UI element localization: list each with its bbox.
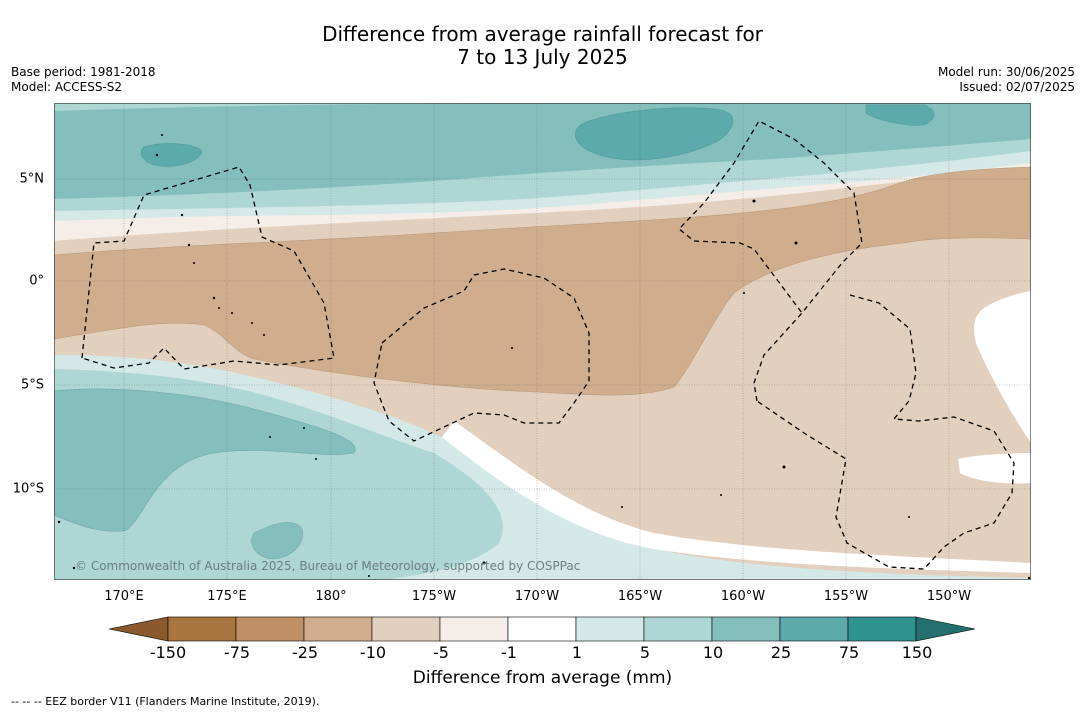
- meta-left: Base period: 1981-2018 Model: ACCESS-S2: [11, 65, 156, 95]
- cbar-swatch: [235, 616, 305, 642]
- eez-footnote: -- -- -- EEZ border V11 (Flanders Marine…: [11, 695, 320, 708]
- cbar-tick-p150: 150: [901, 643, 933, 662]
- lon-label-155w: 155°W: [823, 589, 869, 604]
- chart-title-line-1: Difference from average rainfall forecas…: [322, 22, 763, 46]
- cbar-swatch: [575, 616, 645, 642]
- cbar-swatch: [167, 616, 237, 642]
- cbar-swatch: [711, 616, 781, 642]
- cbar-tick-m5: -5: [433, 643, 449, 662]
- chart-title-line-2: 7 to 13 July 2025: [457, 45, 628, 69]
- lon-label-165w: 165°W: [617, 589, 663, 604]
- north-wet-band-strong: [54, 103, 1031, 199]
- north-wet-core-2: [865, 104, 935, 126]
- south-east-white-patch-2: [958, 453, 1031, 484]
- lon-label-160w: 160°W: [720, 589, 766, 604]
- cbar-tick-p5: 5: [639, 643, 651, 662]
- cbar-swatch: [643, 616, 713, 642]
- model-name: Model: ACCESS-S2: [11, 80, 123, 94]
- lat-label-5n: 5°N: [19, 171, 45, 187]
- map-credit: © Commonwealth of Australia 2025, Bureau…: [75, 559, 581, 573]
- cbar-tick-m150: -150: [149, 643, 187, 662]
- cbar-tick-p10: 10: [702, 643, 724, 662]
- map-svg: [54, 103, 1031, 580]
- cbar-tick-m25: -25: [291, 643, 319, 662]
- base-period: Base period: 1981-2018: [11, 65, 156, 79]
- lat-label-10s: 10°S: [12, 481, 44, 497]
- cbar-extend-high: [915, 616, 976, 642]
- lat-label-5s: 5°S: [20, 377, 44, 393]
- cbar-swatch: [779, 616, 849, 642]
- cbar-swatch: [439, 616, 509, 642]
- south-east-white-patch-1: [974, 291, 1031, 443]
- colorbar-label: Difference from average (mm): [412, 668, 673, 688]
- cbar-extend-low: [108, 616, 169, 642]
- cbar-swatch: [847, 616, 917, 642]
- eez-border-east: [678, 120, 863, 402]
- eez-border-central: [373, 268, 590, 442]
- lon-label-170w: 170°W: [514, 589, 560, 604]
- cbar-tick-p75: 75: [838, 643, 860, 662]
- lon-label-170e: 170°E: [104, 589, 144, 604]
- meta-right: Model run: 30/06/2025 Issued: 02/07/2025: [938, 65, 1075, 95]
- model-run: Model run: 30/06/2025: [937, 65, 1075, 79]
- lon-label-180: 180°: [315, 589, 347, 604]
- south-wet-core: [251, 522, 303, 560]
- rainfall-anomaly-map: [54, 103, 1031, 580]
- south-white-channel: [442, 421, 1031, 573]
- north-wet-core-1: [575, 107, 734, 161]
- eez-border-far-east: [756, 294, 1015, 570]
- cbar-swatch: [303, 616, 373, 642]
- issued-date: Issued: 02/07/2025: [959, 80, 1075, 94]
- lon-label-150w: 150°W: [926, 589, 972, 604]
- cbar-tick-m75: -75: [223, 643, 251, 662]
- north-wet-core-3: [141, 143, 203, 167]
- islands: [57, 134, 1031, 580]
- colorbar: [108, 616, 976, 642]
- cbar-tick-p25: 25: [770, 643, 792, 662]
- graticule: [54, 103, 1031, 580]
- lon-label-175w: 175°W: [411, 589, 457, 604]
- cbar-tick-p1: 1: [571, 643, 583, 662]
- eez-borders: [81, 120, 1015, 570]
- cbar-swatch: [507, 616, 577, 642]
- cbar-swatch: [371, 616, 441, 642]
- cbar-tick-m10: -10: [359, 643, 387, 662]
- cbar-tick-m1: -1: [501, 643, 517, 662]
- lat-label-0: 0°: [29, 273, 44, 289]
- lon-label-175e: 175°E: [207, 589, 247, 604]
